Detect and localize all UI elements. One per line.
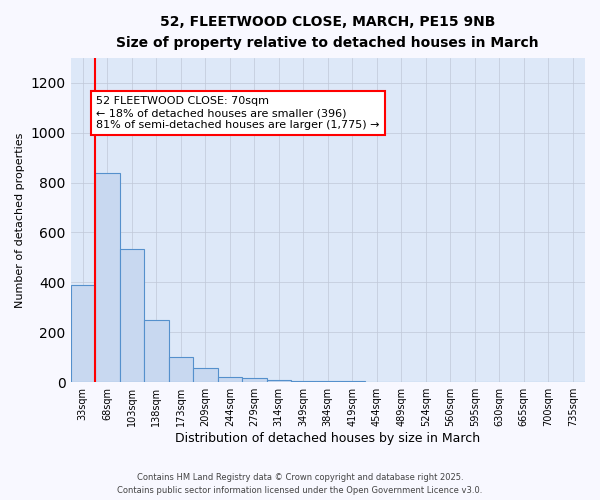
Bar (218, 377, 242, 382)
Text: 52 FLEETWOOD CLOSE: 70sqm
← 18% of detached houses are smaller (396)
81% of semi: 52 FLEETWOOD CLOSE: 70sqm ← 18% of detac… (96, 96, 380, 130)
Bar (95, 172, 119, 382)
Bar (266, 380, 291, 382)
Bar (71, 285, 95, 382)
Bar (144, 320, 169, 382)
Text: Contains HM Land Registry data © Crown copyright and database right 2025.
Contai: Contains HM Land Registry data © Crown c… (118, 474, 482, 495)
Title: 52, FLEETWOOD CLOSE, MARCH, PE15 9NB
Size of property relative to detached house: 52, FLEETWOOD CLOSE, MARCH, PE15 9NB Siz… (116, 15, 539, 50)
Bar (169, 357, 193, 382)
Bar (291, 381, 316, 382)
Bar (242, 378, 266, 382)
Y-axis label: Number of detached properties: Number of detached properties (15, 132, 25, 308)
X-axis label: Distribution of detached houses by size in March: Distribution of detached houses by size … (175, 432, 481, 445)
Bar (119, 248, 144, 382)
Bar (193, 368, 218, 382)
